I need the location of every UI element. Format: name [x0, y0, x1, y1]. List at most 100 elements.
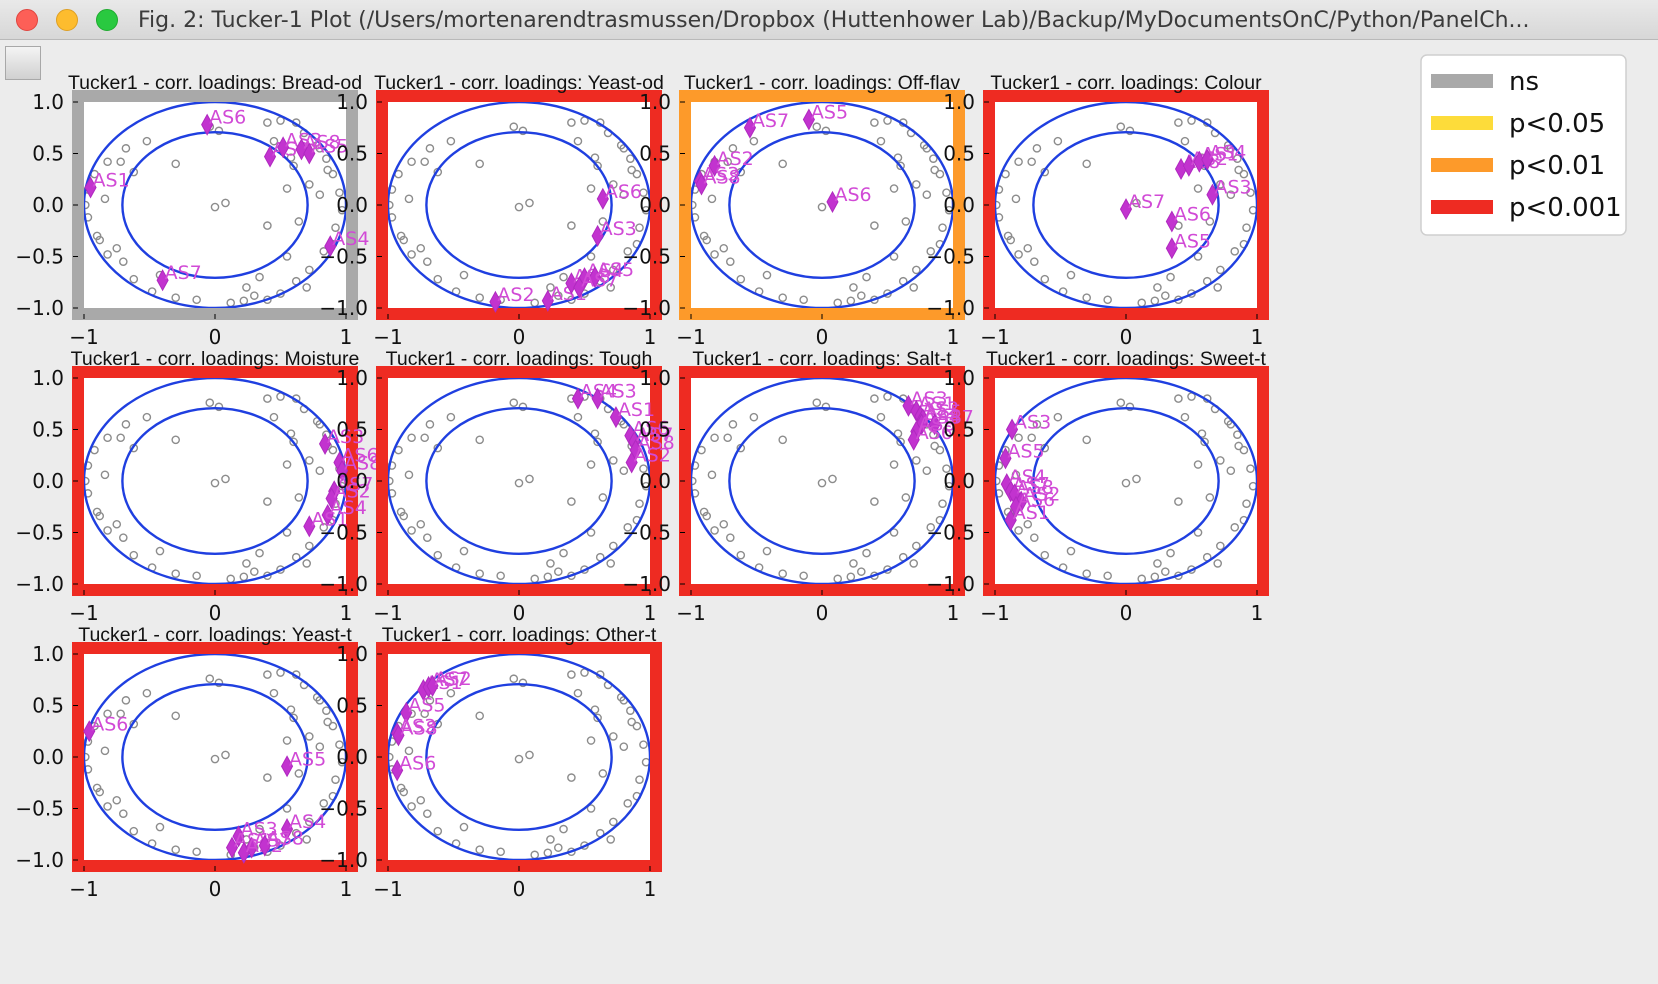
x-tick-label: −1: [373, 601, 402, 625]
variable-point: [623, 247, 633, 256]
variable-point: [559, 272, 568, 282]
toolbar-toggle-button[interactable]: [5, 46, 41, 80]
variable-point: [1053, 136, 1063, 146]
window-close-button[interactable]: [16, 9, 38, 31]
assessor-label: AS8: [703, 166, 740, 188]
assessor-marker: [1201, 148, 1214, 171]
x-tick-label: −1: [373, 325, 402, 349]
variable-point: [1233, 154, 1242, 163]
assessor-marker: [625, 451, 638, 474]
assessor-label: AS6: [1174, 203, 1211, 225]
inner-correlation-circle: [425, 406, 613, 556]
assessor-marker: [591, 387, 604, 410]
x-tick-label: 1: [340, 325, 353, 349]
window-maximize-button[interactable]: [96, 9, 118, 31]
variable-point: [635, 775, 644, 784]
variable-point: [305, 180, 314, 189]
assessor-marker: [609, 406, 623, 429]
variable-point: [1006, 235, 1016, 245]
variable-point: [912, 541, 921, 551]
variable-point: [289, 437, 298, 447]
variable-point: [812, 122, 822, 132]
variable-point: [331, 223, 340, 232]
window-minimize-button[interactable]: [56, 9, 78, 31]
variable-point: [322, 154, 331, 163]
assessor-label: AS3: [1214, 177, 1251, 199]
variable-point: [282, 804, 292, 813]
variable-point: [282, 252, 292, 261]
variable-point: [514, 202, 524, 212]
variable-point: [567, 497, 576, 506]
assessor-marker: [258, 834, 271, 857]
variable-point: [294, 769, 304, 778]
variable-point: [1153, 283, 1162, 292]
variable-point: [328, 445, 338, 455]
variable-point: [909, 283, 919, 292]
variable-point: [862, 272, 871, 282]
y-tick-label: 0.0: [639, 193, 671, 217]
variable-point: [509, 398, 519, 408]
subplot-9: AS6AS5AS4AS3AS1AS7AS2AS81.00.50.0−0.5−1.…: [15, 624, 358, 901]
variable-point: [221, 474, 230, 484]
variable-point: [623, 799, 633, 808]
variable-point: [420, 433, 429, 443]
y-tick-label: 1.0: [336, 366, 368, 390]
variable-point: [901, 217, 911, 226]
variable-point: [1032, 420, 1042, 429]
variable-point: [1023, 243, 1033, 253]
variable-point: [1200, 437, 1209, 447]
variable-point: [554, 567, 563, 576]
variable-point: [1216, 541, 1225, 551]
variable-point: [1246, 464, 1255, 473]
assessor-marker: [571, 387, 585, 410]
y-tick-label: 1.0: [32, 90, 64, 114]
variable-point: [269, 688, 279, 698]
variable-point: [205, 398, 215, 408]
variable-point: [95, 511, 105, 521]
variable-point: [242, 283, 251, 292]
assessor-label: AS6: [341, 444, 378, 466]
variable-point: [302, 283, 312, 292]
variable-point: [889, 252, 899, 261]
y-tick-label: 1.0: [943, 366, 975, 390]
legend: ns p<0.05 p<0.01 p<0.001: [1420, 54, 1627, 236]
variable-point: [1066, 546, 1076, 556]
subplot-8: AS3AS5AS4AS7AS8AS2AS6AS11.00.50.0−0.5−1.…: [926, 348, 1269, 625]
variable-point: [119, 809, 128, 818]
variable-point: [129, 550, 139, 560]
assessor-label: AS7: [165, 262, 202, 284]
x-tick-label: 0: [513, 325, 526, 349]
variable-point: [1030, 533, 1039, 542]
variable-point: [294, 217, 304, 226]
y-tick-label: 1.0: [32, 642, 64, 666]
variable-point: [263, 497, 272, 506]
variable-point: [221, 750, 230, 760]
variable-point: [121, 696, 131, 705]
variable-point: [425, 420, 435, 429]
variable-point: [315, 742, 325, 752]
subplot-title: Tucker1 - corr. loadings: Yeast-t: [78, 624, 352, 646]
assessor-marker: [999, 447, 1012, 470]
assessor-marker: [335, 459, 349, 482]
variable-point: [263, 221, 272, 230]
variable-point: [509, 674, 519, 684]
variable-point: [518, 402, 528, 412]
variable-point: [425, 696, 435, 705]
variable-point: [100, 470, 110, 480]
variable-point: [1082, 435, 1091, 445]
variable-point: [95, 787, 105, 797]
variable-point: [171, 435, 180, 445]
assessor-marker: [201, 113, 214, 136]
variable-point: [862, 548, 871, 558]
y-tick-label: −1.0: [926, 572, 975, 596]
variable-point: [1174, 118, 1183, 127]
variable-point: [1030, 257, 1039, 266]
variable-point: [876, 412, 886, 422]
assessor-label: AS7: [581, 269, 618, 291]
variable-point: [289, 161, 298, 171]
assessor-label: AS3: [285, 129, 322, 151]
variable-point: [728, 144, 738, 153]
variable-point: [255, 824, 264, 834]
variable-point: [255, 272, 264, 282]
variable-point: [593, 437, 602, 447]
